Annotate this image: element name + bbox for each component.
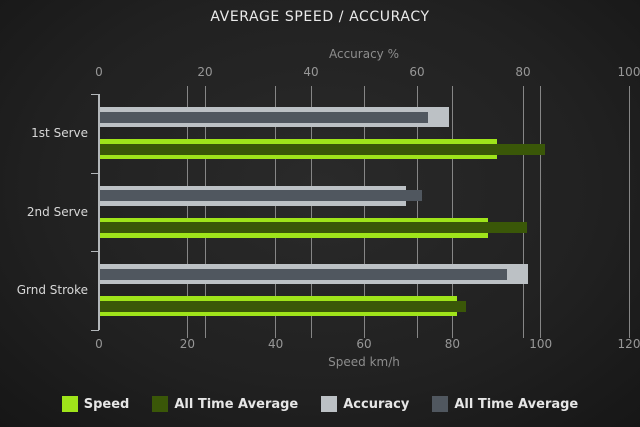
bottom-axis-tick-label: 40	[268, 337, 284, 351]
legend-label: All Time Average	[454, 396, 579, 412]
legend-swatch	[61, 396, 78, 412]
gridline-bottom-120	[628, 86, 630, 338]
legend-item-accuracy-2: Accuracy	[321, 396, 409, 412]
bottom-axis-tick-label: 0	[95, 337, 103, 351]
gridline-bottom-80	[451, 86, 453, 338]
top-axis-tick-label: 0	[95, 65, 103, 79]
bottom-axis-tick-label: 20	[179, 337, 195, 351]
bar-accuracy-avg-2	[99, 268, 508, 280]
bottom-axis-tick-label: 80	[444, 337, 460, 351]
top-axis-tick-label: 20	[197, 65, 213, 79]
legend-label: Speed	[83, 396, 130, 412]
legend-swatch	[321, 396, 338, 412]
gridline-bottom-20	[186, 86, 188, 338]
top-axis-tick-label: 60	[409, 65, 425, 79]
bottom-axis-tick-label: 60	[356, 337, 372, 351]
bottom-axis-label: Speed km/h	[328, 355, 400, 369]
category-tick	[91, 172, 99, 174]
bar-accuracy-avg-0	[99, 111, 428, 123]
category-tick	[91, 330, 99, 331]
chart-title: AVERAGE SPEED / ACCURACY	[210, 9, 430, 25]
top-axis-tick-label: 40	[303, 65, 319, 79]
legend-swatch	[432, 396, 449, 412]
legend-item-all-time-average-3: All Time Average	[432, 396, 578, 412]
category-tick	[91, 94, 99, 95]
y-axis-line	[98, 94, 100, 330]
legend-swatch	[152, 396, 169, 412]
top-axis-tick-label: 80	[515, 65, 531, 79]
bar-accuracy-avg-1	[99, 190, 423, 202]
bar-speed-avg-2	[99, 300, 466, 312]
bar-speed-avg-1	[99, 222, 528, 234]
category-tick	[91, 251, 99, 253]
top-axis-tick-label: 100	[617, 65, 640, 79]
bar-speed-avg-0	[99, 143, 546, 155]
category-label: 2nd Serve	[26, 204, 88, 219]
gridline-top-40	[310, 86, 312, 338]
gridline-top-80	[522, 86, 524, 338]
category-label: Grnd Stroke	[16, 283, 88, 298]
gridline-bottom-100	[540, 86, 542, 338]
legend: Speed All Time Average Accuracy All Time Av…	[0, 396, 640, 412]
bottom-axis-tick-label: 100	[529, 337, 553, 351]
top-axis-label: Accuracy %	[328, 47, 399, 61]
gridline-bottom-40	[275, 86, 277, 338]
category-label: 1st Serve	[31, 126, 88, 140]
legend-label: Accuracy	[343, 396, 410, 412]
gridline-top-20	[204, 86, 206, 338]
gridline-bottom-60	[363, 86, 365, 338]
legend-label: All Time Average	[174, 396, 299, 412]
gridline-top-60	[416, 86, 418, 338]
bottom-axis-tick-label: 120	[617, 337, 640, 351]
legend-item-all-time-average-1: All Time Average	[152, 396, 298, 412]
legend-item-speed-0: Speed	[61, 396, 130, 412]
